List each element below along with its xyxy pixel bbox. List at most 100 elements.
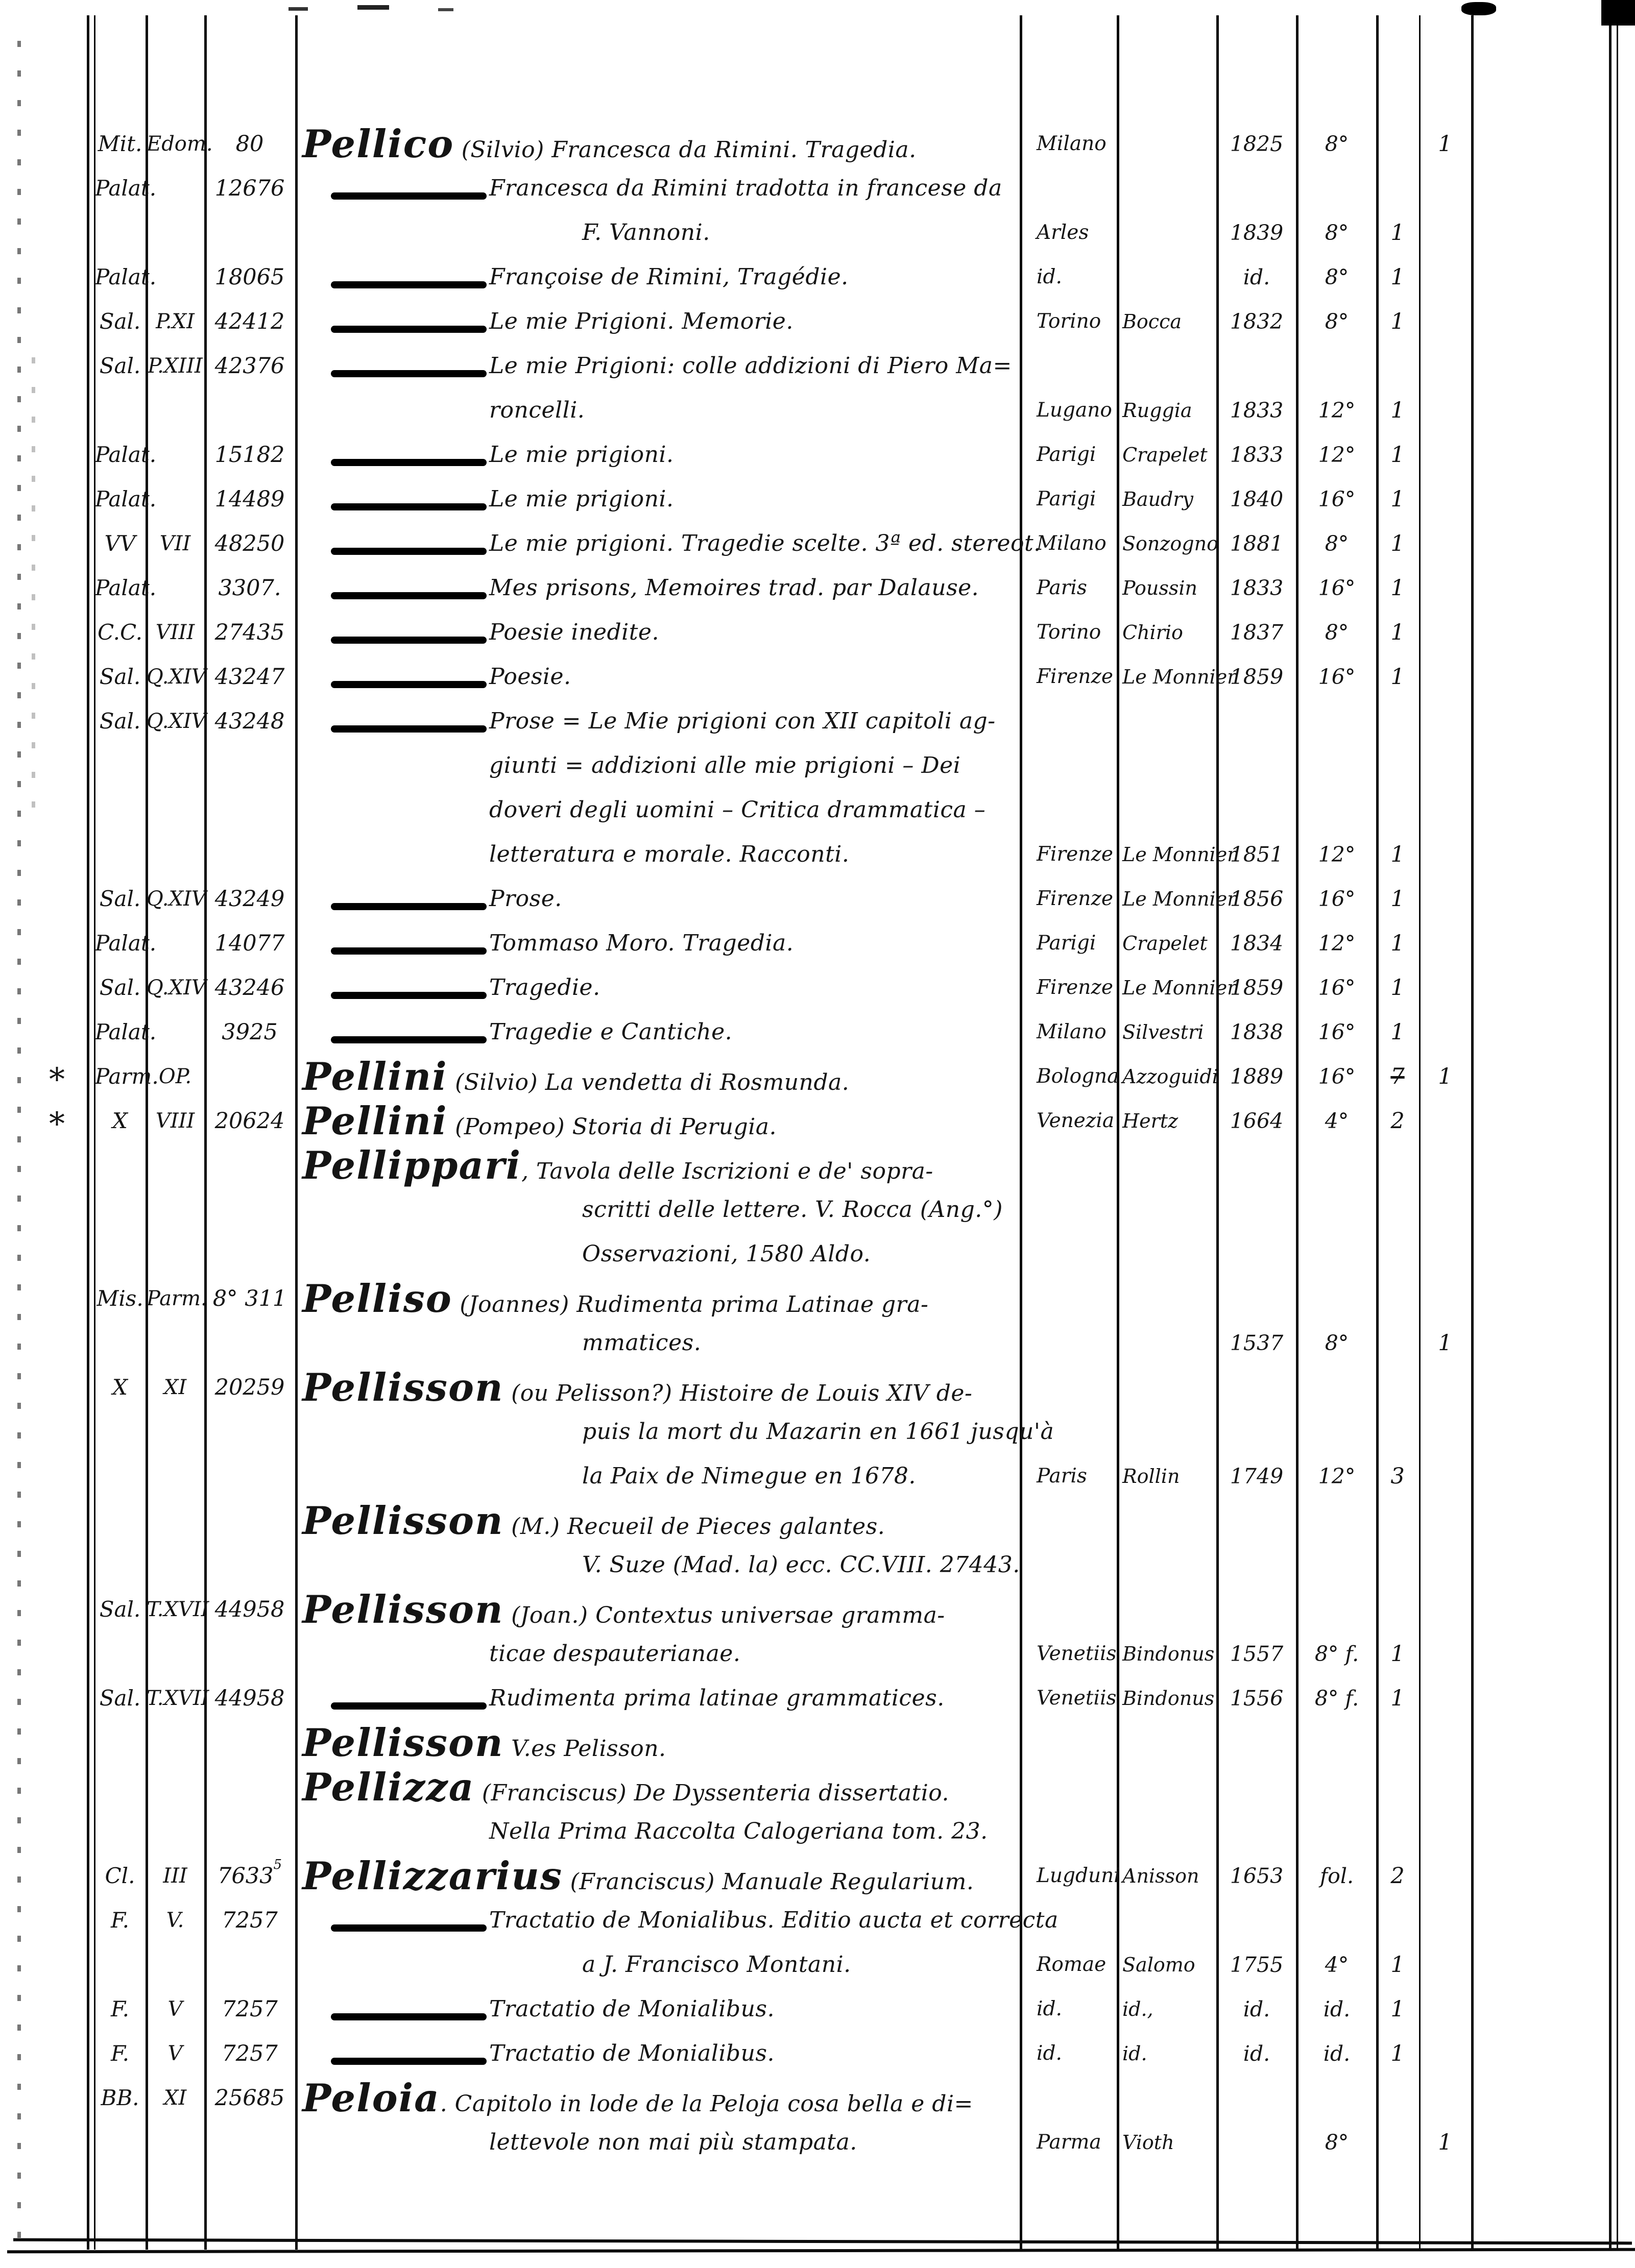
format-cell: 16° xyxy=(1318,1020,1356,1044)
opuscoli-count-cell: 1 xyxy=(1438,2130,1452,2155)
copies-count-cell: 1 xyxy=(1390,1686,1405,1711)
entry-title-text: roncelli. xyxy=(489,397,585,423)
year-cell: 1838 xyxy=(1230,1020,1284,1044)
shelf-mark-cell: Mit. xyxy=(98,131,142,156)
publisher-cell: Le Monnier xyxy=(1122,977,1237,999)
series-cell: V xyxy=(167,2042,183,2065)
catalog-number-value: 43249 xyxy=(214,886,285,912)
shelf-mark-cell: Palat. xyxy=(95,442,157,467)
catalog-number-value: 14077 xyxy=(214,931,285,956)
series-cell: Q.XIV xyxy=(147,710,206,733)
catalog-number-superscript: 5 xyxy=(273,1857,282,1872)
entry-text: mmatices. xyxy=(582,1321,701,1365)
catalog-line: Sal. T.XVII 44958 Rudimenta prima latinae g… xyxy=(0,1676,1635,1721)
catalog-number-cell: 27435 xyxy=(205,610,294,655)
copies-count-cell: 1 xyxy=(1390,1641,1405,1667)
copies-count-cell: 1 xyxy=(1390,2041,1405,2066)
catalog-line: Sal. T.XVII 44958 Pellisson (Joan.) Context… xyxy=(0,1587,1635,1632)
entry-text: Tractatio de Monialibus. xyxy=(489,1987,775,2032)
copies-count-cell: 1 xyxy=(1390,620,1405,645)
catalog-line: Sal. P.XI 42412 Le mie Prigioni. Memorie. To… xyxy=(0,299,1635,344)
entry-text: Rudimenta prima latinae grammatices. xyxy=(489,1676,945,1721)
ditto-dash xyxy=(331,326,487,333)
format-cell: 4° xyxy=(1325,1109,1349,1133)
entry-text: Tragedie e Cantiche. xyxy=(489,1010,732,1055)
ditto-dash xyxy=(331,681,487,688)
catalog-line: V. Suze (Mad. la) ecc. CC.VIII. 27443. xyxy=(0,1543,1635,1588)
publisher-cell: Rollin xyxy=(1122,1465,1180,1487)
format-cell: 8° xyxy=(1325,221,1349,245)
copies-count-cell: 1 xyxy=(1390,531,1405,556)
ditto-dash xyxy=(331,370,487,377)
catalog-number-cell: 42412 xyxy=(205,299,294,344)
publisher-cell: Hertz xyxy=(1122,1110,1179,1132)
catalog-number-value: 25685 xyxy=(214,2085,285,2111)
place-cell: id. xyxy=(1037,2042,1062,2065)
entry-title-text: Tractatio de Monialibus. Editio aucta et… xyxy=(489,1907,1059,1933)
entry-text: F. Vannoni. xyxy=(582,210,710,255)
format-cell: 16° xyxy=(1318,976,1356,1000)
copies-count-cell: 1 xyxy=(1390,220,1405,246)
publisher-cell: Azzoguidi xyxy=(1122,1065,1218,1088)
shelf-mark-cell: Sal. xyxy=(99,1597,141,1622)
publisher-cell: Chirio xyxy=(1122,621,1183,644)
scan-artifact-dash2 xyxy=(357,5,389,10)
year-cell: 1832 xyxy=(1230,309,1284,334)
catalog-line: roncelli. Lugano Ruggia 1833 12° 1 xyxy=(0,388,1635,433)
shelf-mark-cell: Sal. xyxy=(99,975,141,1000)
year-cell: 1749 xyxy=(1230,1464,1284,1489)
publisher-cell: Ruggia xyxy=(1122,399,1192,422)
catalog-line: Pellizza (Franciscus) De Dyssenteria dis… xyxy=(0,1765,1635,1810)
table-rule-place xyxy=(1117,15,1119,2250)
entry-text: Pellisson V.es Pelisson. xyxy=(302,1720,666,1771)
format-cell: 8° xyxy=(1325,309,1349,334)
series-cell: T.XVII xyxy=(147,1687,209,1710)
catalog-line: mmatices. 1537 8° 1 xyxy=(0,1321,1635,1365)
catalog-line: puis la mort du Mazarin en 1661 jusqu'à xyxy=(0,1409,1635,1454)
series-cell: OP. xyxy=(158,1065,192,1088)
year-cell: 1557 xyxy=(1230,1642,1284,1666)
series-cell: V. xyxy=(166,1909,184,1932)
publisher-cell: Silvestri xyxy=(1122,1021,1204,1043)
catalog-number-value: 7633 xyxy=(218,1863,274,1889)
entry-text: Pellizza (Franciscus) De Dyssenteria dis… xyxy=(302,1765,949,1816)
author-headword: Pellizzarius xyxy=(302,1854,563,1898)
catalog-number-value: 44958 xyxy=(214,1686,285,1711)
place-cell: Torino xyxy=(1037,621,1101,644)
catalog-line: * X VIII 20624 Pellini (Pompeo) Storia di Pe… xyxy=(0,1099,1635,1143)
catalog-number-cell: 43246 xyxy=(205,965,294,1010)
year-cell: 1881 xyxy=(1230,531,1284,556)
year-cell: 1837 xyxy=(1230,620,1284,645)
ditto-dash xyxy=(331,592,487,599)
author-headword: Pellini xyxy=(302,1054,448,1099)
publisher-cell: Le Monnier xyxy=(1122,888,1237,910)
catalog-number-cell: 20624 xyxy=(205,1099,294,1143)
catalog-line: BB. XI 25685 Peloia. Capitolo in lode de la… xyxy=(0,2076,1635,2120)
entry-text: doveri degli uomini – Critica drammatica… xyxy=(489,788,985,833)
opuscoli-count-cell: 1 xyxy=(1438,1064,1452,1089)
format-cell: 16° xyxy=(1318,487,1356,511)
catalog-number-cell: 12676 xyxy=(205,166,294,211)
entry-title-text: Prose = Le Mie prigioni con XII capitoli… xyxy=(489,708,996,734)
place-cell: Parigi xyxy=(1037,932,1096,955)
entry-title-text: doveri degli uomini – Critica drammatica… xyxy=(489,797,986,823)
catalog-number-cell: 14077 xyxy=(205,921,294,966)
year-cell: 1556 xyxy=(1230,1686,1284,1711)
place-cell: Bologna xyxy=(1037,1065,1119,1088)
year-cell: 1664 xyxy=(1230,1109,1284,1133)
table-rule-right-outer xyxy=(1617,15,1618,2250)
publisher-cell: Crapelet xyxy=(1122,444,1208,466)
shelf-mark-cell: Palat. xyxy=(95,575,157,600)
catalog-line: scritti delle lettere. V. Rocca (Ang.°) xyxy=(0,1187,1635,1232)
catalog-line: Pellippari, Tavola delle Iscrizioni e de… xyxy=(0,1143,1635,1188)
author-headword: Pellizza xyxy=(302,1765,475,1810)
catalog-line: Palat. 14489 Le mie prigioni. Parigi Baudry 1… xyxy=(0,477,1635,522)
catalog-line: * Parm. OP. Pellini (Silvio) La vendetta di… xyxy=(0,1054,1635,1099)
entry-title-text: V. Suze (Mad. la) ecc. CC.VIII. 27443. xyxy=(582,1552,1020,1578)
entry-title-text: (Silvio) Francesca da Rimini. Tragedia. xyxy=(454,137,917,163)
entry-text: Le mie prigioni. Tragedie scelte. 3ª ed.… xyxy=(489,521,1041,566)
year-cell: 1833 xyxy=(1230,576,1284,600)
author-headword: Pellini xyxy=(302,1099,448,1143)
author-headword: Pellisson xyxy=(302,1365,504,1410)
entry-title-text: (ou Pelisson?) Histoire de Louis XIV de- xyxy=(503,1380,973,1406)
